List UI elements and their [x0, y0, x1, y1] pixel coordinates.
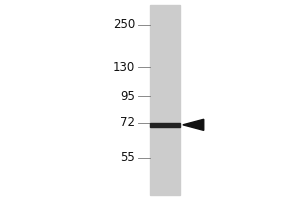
- Text: 130: 130: [113, 61, 135, 74]
- Bar: [150, 5, 180, 195]
- Text: 55: 55: [120, 151, 135, 164]
- Bar: [150, 123, 180, 127]
- Text: 72: 72: [120, 116, 135, 129]
- Polygon shape: [183, 119, 204, 130]
- Text: 95: 95: [120, 90, 135, 103]
- Text: 250: 250: [113, 18, 135, 31]
